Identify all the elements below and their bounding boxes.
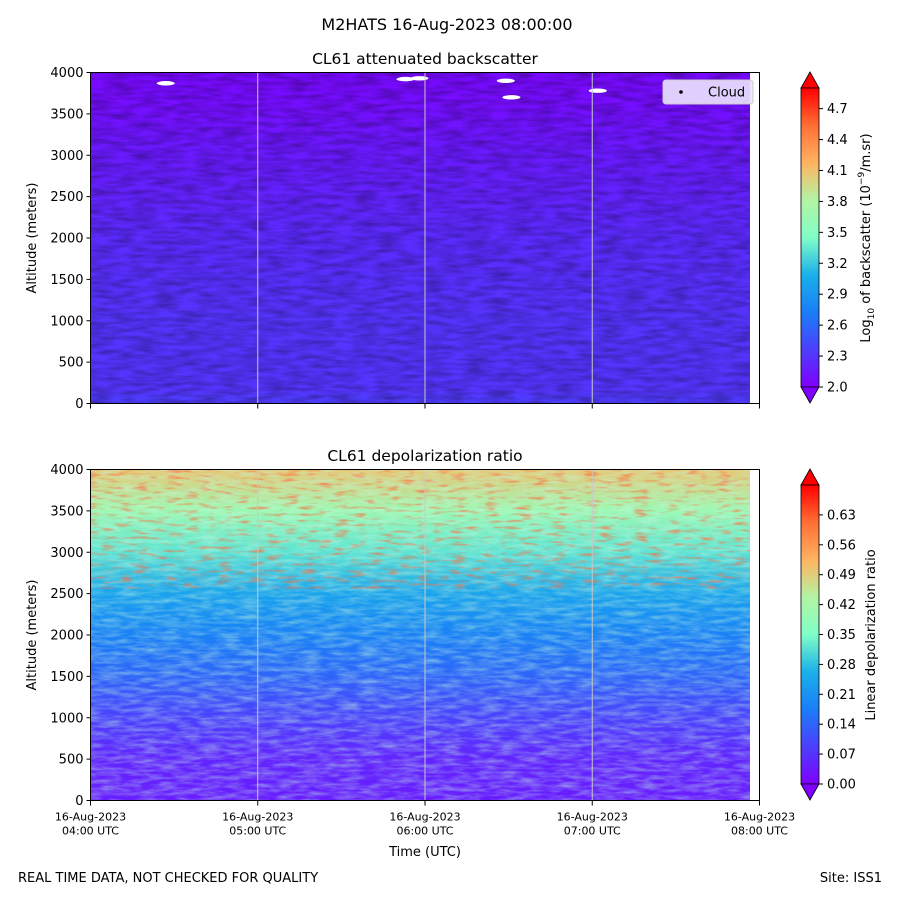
backscatter-colorbar: 2.0 2.3 2.6 2.9 3.2 3.5 3.8 4.1 4.4 4.7 Log10 of … (800, 71, 877, 404)
cloud-point (588, 88, 607, 93)
y-tick-label: 4000 (50, 66, 83, 81)
colorbar-tick-label: 3.5 (827, 226, 848, 241)
x-tick-date-label: 16-Aug-2023 (222, 811, 293, 824)
y-tick-label: 3500 (50, 107, 83, 122)
backscatter-panel: CL61 attenuated backscatter 0 500 1000 1500… (25, 50, 877, 412)
colorbar-tick-label: 4.4 (827, 133, 848, 148)
y-tick-label: 1500 (50, 670, 83, 685)
colorbar-tick-label: 0.07 (827, 748, 856, 763)
colorbar-tick-label: 0.21 (827, 688, 856, 703)
x-tick-date-label: 16-Aug-2023 (55, 811, 126, 824)
colorbar-tick-label: 3.2 (827, 257, 848, 272)
cloud-legend-marker (679, 90, 683, 94)
cloud-points (156, 76, 607, 100)
y-tick-label: 1500 (50, 273, 83, 288)
y-tick-label: 500 (59, 753, 84, 768)
colorbar-tick-label: 3.8 (827, 195, 848, 210)
y-tick-label: 4000 (50, 463, 83, 478)
cloud-point (156, 81, 175, 86)
colorbar-tick-label: 0.14 (827, 718, 856, 733)
site-label: Site: ISS1 (820, 871, 882, 886)
y-tick-label: 0 (75, 794, 83, 809)
y-tick-label: 2500 (50, 587, 83, 602)
quality-disclaimer: REAL TIME DATA, NOT CHECKED FOR QUALITY (18, 871, 318, 886)
depolarization-title: CL61 depolarization ratio (327, 447, 522, 465)
x-tick-time-label: 05:00 UTC (229, 825, 286, 838)
x-tick-time-label: 08:00 UTC (731, 825, 788, 838)
colorbar-tick-label: 0.35 (827, 628, 856, 643)
x-tick-date-label: 16-Aug-2023 (389, 811, 460, 824)
y-tick-label: 1000 (50, 711, 83, 726)
colorbar-tick-label: 2.0 (827, 381, 848, 396)
y-tick-label: 1000 (50, 314, 83, 329)
colorbar-tick-label: 2.6 (827, 319, 848, 334)
depolarization-colorbar: 0.00 0.07 0.14 0.21 0.28 0.35 0.42 0.49 0.56 0.63… (800, 468, 879, 801)
y-tick-label: 0 (75, 397, 83, 412)
colorbar-tick-label: 0.28 (827, 658, 856, 673)
colorbar-tick-label: 2.9 (827, 288, 848, 303)
figure-suptitle: M2HATS 16-Aug-2023 08:00:00 (321, 15, 572, 34)
backscatter-colorbar-label: Log10 of backscatter (10−9/m.sr) (857, 133, 877, 342)
depolarization-ylabel: Altitude (meters) (25, 580, 40, 691)
colorbar-tick-label: 0.00 (827, 778, 856, 793)
y-tick-label: 2500 (50, 190, 83, 205)
colorbar-tick-label: 0.42 (827, 598, 856, 613)
y-tick-label: 3500 (50, 504, 83, 519)
cloud-point (502, 95, 521, 100)
y-tick-label: 3000 (50, 546, 83, 561)
cloud-point (496, 78, 515, 83)
colorbar-tick-label: 0.56 (827, 538, 856, 553)
depolarization-panel: CL61 depolarization ratio 0 500 1000 1500 20… (25, 447, 879, 860)
x-tick-time-label: 06:00 UTC (396, 825, 453, 838)
backscatter-title: CL61 attenuated backscatter (312, 50, 538, 68)
y-tick-label: 3000 (50, 149, 83, 164)
colorbar-tick-label: 2.3 (827, 350, 848, 365)
y-tick-label: 500 (59, 356, 84, 371)
cloud-point (410, 76, 429, 81)
y-tick-label: 2000 (50, 629, 83, 644)
colorbar-tick-label: 0.49 (827, 568, 856, 583)
y-tick-label: 2000 (50, 232, 83, 247)
x-tick-date-label: 16-Aug-2023 (724, 811, 795, 824)
colorbar-tick-label: 4.1 (827, 164, 848, 179)
x-tick-time-label: 04:00 UTC (62, 825, 119, 838)
backscatter-legend: Cloud (662, 79, 754, 105)
x-tick-date-label: 16-Aug-2023 (557, 811, 628, 824)
cloud-legend-label: Cloud (708, 86, 745, 101)
colorbar-tick-label: 0.63 (827, 508, 856, 523)
cloud-point (396, 76, 415, 82)
backscatter-ylabel: Altitude (meters) (25, 183, 40, 294)
depolarization-xlabel: Time (UTC) (388, 845, 461, 860)
depolarization-colorbar-label: Linear depolarization ratio (864, 549, 879, 720)
colorbar-tick-label: 4.7 (827, 102, 848, 117)
x-tick-time-label: 07:00 UTC (564, 825, 621, 838)
